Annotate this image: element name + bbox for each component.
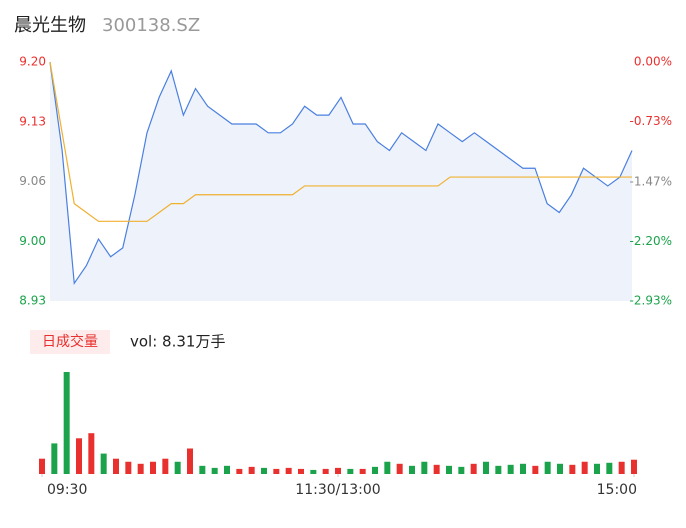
volume-bar [507, 464, 514, 474]
volume-bar [372, 466, 378, 474]
volume-bar [174, 461, 181, 474]
volume-bar [100, 453, 107, 474]
volume-bar [137, 463, 144, 474]
volume-bar [310, 469, 317, 474]
volume-bar [470, 463, 477, 474]
y2-tick-label: -0.73% [630, 114, 672, 128]
stock-name: 晨光生物 [14, 15, 86, 36]
volume-bar [162, 458, 169, 474]
volume-bar [248, 466, 255, 474]
volume-bar [298, 468, 304, 474]
y-tick-label: 9.20 [19, 55, 46, 69]
volume-bar [359, 468, 366, 474]
volume-bar [409, 465, 415, 474]
price-line [49, 61, 633, 286]
volume-button-bg[interactable] [30, 330, 110, 354]
y2-tick-label: -2.20% [630, 234, 672, 248]
x-tick-label: 11:30/13:00 [295, 482, 380, 498]
y-tick-label: 9.06 [19, 174, 46, 188]
average-line [49, 61, 632, 222]
volume-button[interactable]: 日成交量 [42, 333, 98, 350]
y2-tick-label: -2.93% [630, 294, 672, 308]
x-tick-label: 15:00 [597, 482, 637, 498]
volume-bar [384, 461, 391, 474]
volume-bar [322, 468, 329, 474]
volume-bar [199, 465, 206, 474]
volume-bar [458, 466, 465, 474]
volume-bar [125, 461, 132, 474]
volume-bar [211, 467, 218, 474]
y2-tick-label: 0.00% [634, 55, 672, 69]
volume-bar [76, 438, 82, 474]
volume-bar [421, 461, 428, 474]
volume-bar [618, 461, 625, 474]
volume-bar [433, 464, 440, 474]
volume-bar [39, 458, 45, 474]
x-tick-label: 09:30 [47, 482, 87, 498]
price-area [50, 62, 632, 301]
volume-bar [544, 461, 551, 474]
volume-bar [520, 463, 526, 474]
volume-bar [224, 465, 230, 474]
volume-bar [569, 464, 576, 474]
volume-bar [532, 465, 539, 474]
volume-bar [483, 461, 489, 474]
y-tick-label: 8.93 [19, 294, 46, 308]
volume-bar [396, 463, 403, 474]
volume-bar [557, 463, 563, 474]
volume-bar [273, 468, 280, 474]
volume-bar [113, 458, 119, 474]
volume-bar [150, 461, 156, 474]
volume-bar [88, 433, 95, 474]
y-tick-label: 9.00 [19, 234, 46, 248]
volume-bar [606, 462, 613, 474]
y2-tick-label: -1.47% [630, 174, 672, 188]
volume-bar [594, 463, 600, 474]
volume-bar [285, 467, 292, 474]
volume-bar [63, 372, 70, 474]
y-tick-label: 9.13 [19, 114, 46, 128]
volume-bar [335, 467, 341, 474]
volume-bar [236, 468, 243, 474]
volume-bar [581, 461, 588, 474]
volume-bar [261, 467, 267, 474]
volume-bar [446, 465, 452, 474]
volume-bar [347, 468, 354, 474]
volume-bar [187, 448, 193, 474]
volume-label: vol: 8.31万手 [130, 333, 225, 351]
volume-bar [631, 459, 637, 474]
stock-code: 300138.SZ [102, 15, 200, 36]
volume-bar [495, 465, 502, 474]
volume-bar [51, 443, 58, 474]
